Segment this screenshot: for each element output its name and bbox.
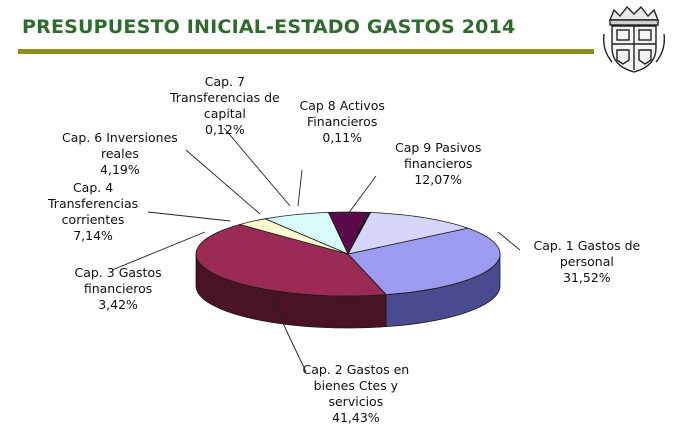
leader-line-cap3 xyxy=(111,231,206,271)
label-percent: 31,52% xyxy=(563,270,611,285)
label-text: bienes Ctes y xyxy=(313,378,399,393)
label-text: Cap. 7 xyxy=(204,74,245,89)
label-percent: 3,42% xyxy=(98,297,138,312)
label-percent: 7,14% xyxy=(73,228,113,243)
slice-cap2 xyxy=(195,224,387,297)
label-text: financieros xyxy=(83,281,153,296)
leader-lines xyxy=(111,127,521,373)
label-text: Cap 8 Activos xyxy=(299,98,385,113)
label-text: Cap. 1 Gastos de xyxy=(533,238,641,253)
label-cap2: Cap. 2 Gastos en bienes Ctes y servicios 41… xyxy=(303,362,410,426)
title-underline xyxy=(18,49,594,54)
leader-line-cap9 xyxy=(344,175,377,219)
label-percent: 41,43% xyxy=(332,410,380,425)
slice-cap1 xyxy=(347,227,501,296)
label-text: capital xyxy=(203,106,246,121)
label-percent: 4,19% xyxy=(100,162,140,177)
leader-line-cap7 xyxy=(223,127,291,207)
label-text: personal xyxy=(559,254,614,269)
label-percent: 0,11% xyxy=(322,130,363,145)
label-text: reales xyxy=(100,146,139,161)
label-text: Cap. 2 Gastos en xyxy=(302,362,410,377)
label-text: servicios xyxy=(328,394,384,409)
label-cap4: Cap. 4 Transferencias corrientes 7,14% xyxy=(48,180,138,244)
leader-line-cap4 xyxy=(147,211,231,222)
label-percent: 0,12% xyxy=(205,122,245,137)
label-text: Cap. 3 Gastos xyxy=(74,265,162,280)
label-text: financieros xyxy=(403,156,473,171)
label-cap8: Cap 8 Activos Financieros 0,11% xyxy=(300,98,385,146)
chart-title: PRESUPUESTO INICIAL-ESTADO GASTOS 2014 xyxy=(22,16,516,38)
label-text: corrientes xyxy=(61,212,125,227)
pie-top xyxy=(195,211,501,297)
label-cap7: Cap. 7 Transferencias de capital 0,12% xyxy=(170,74,280,138)
label-cap3: Cap. 3 Gastos financieros 3,42% xyxy=(75,265,162,313)
label-text: Cap. 6 Inversiones xyxy=(62,130,178,145)
label-percent: 12,07% xyxy=(414,172,463,187)
label-cap1: Cap. 1 Gastos de personal 31,52% xyxy=(534,238,641,286)
leader-line-cap6 xyxy=(185,149,261,215)
municipal-crest-icon xyxy=(602,5,666,73)
label-cap9: Cap 9 Pasivos financieros 12,07% xyxy=(395,140,481,188)
label-cap6: Cap. 6 Inversiones reales 4,19% xyxy=(62,130,178,178)
leader-line-cap8 xyxy=(297,169,303,207)
label-text: Cap. 4 xyxy=(72,180,114,195)
label-text: Cap 9 Pasivos xyxy=(395,140,482,155)
leader-line-cap2 xyxy=(271,299,307,373)
label-text: Transferencias de xyxy=(170,90,280,105)
leader-line-cap1 xyxy=(497,231,521,251)
label-text: Transferencias xyxy=(48,196,139,211)
slice-cap9 xyxy=(347,212,470,255)
label-text: Financieros xyxy=(307,114,378,129)
